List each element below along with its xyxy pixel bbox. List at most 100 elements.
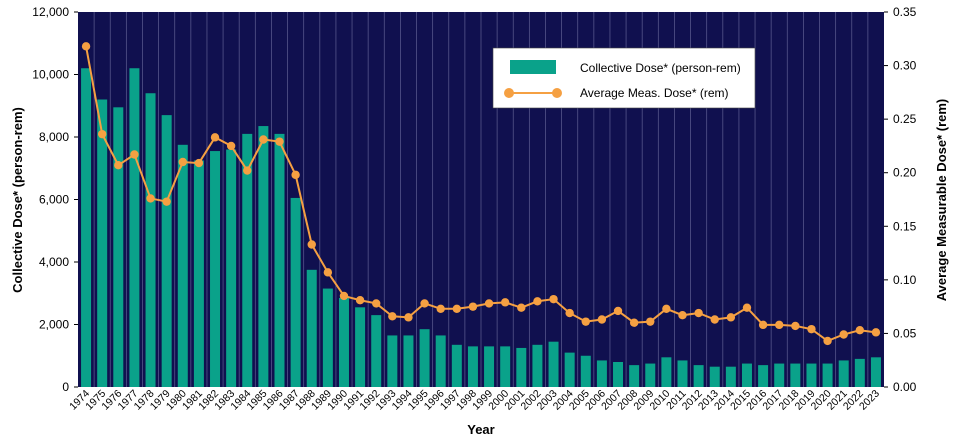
line-point	[758, 320, 768, 330]
bar	[193, 160, 204, 387]
bar	[274, 133, 285, 387]
right-tick-label: 0.20	[893, 166, 917, 180]
bar	[790, 363, 801, 387]
line-point	[791, 321, 800, 331]
bar	[709, 366, 720, 387]
bar	[81, 68, 92, 387]
bar	[677, 360, 688, 387]
line-point	[210, 133, 220, 142]
line-point	[871, 328, 881, 337]
left-axis-ticks: 0 2,000 4,000 6,000 8,000 10,000 12,000	[32, 5, 78, 394]
right-tick-label: 0.15	[893, 219, 917, 233]
bar	[322, 288, 333, 387]
line-point	[549, 294, 558, 304]
legend-label-collective-dose: Collective Dose* (person-rem)	[580, 61, 741, 75]
legend-marker-left	[504, 88, 514, 98]
bar	[838, 360, 849, 387]
bar	[725, 366, 736, 387]
line-point	[97, 129, 107, 139]
line-point	[114, 161, 123, 170]
bar	[97, 99, 108, 387]
x-axis-title: Year	[467, 422, 494, 437]
bar	[210, 151, 221, 387]
line-series	[81, 42, 881, 346]
left-tick-label: 0	[62, 380, 69, 394]
left-axis-title: Collective Dose* (person-rem)	[10, 107, 25, 293]
right-tick-label: 0.00	[893, 380, 917, 394]
bar	[500, 346, 511, 387]
line-point	[468, 302, 478, 311]
bar	[661, 357, 672, 387]
line-point	[194, 158, 204, 168]
x-axis-ticks: 1974197519761977197819791980198119821983…	[67, 388, 882, 413]
bar	[435, 335, 446, 387]
bar	[806, 363, 817, 387]
bar	[741, 363, 752, 387]
line-point	[694, 308, 703, 318]
right-tick-label: 0.25	[893, 112, 917, 126]
line-point	[307, 240, 316, 249]
bar	[516, 347, 527, 387]
bar	[629, 365, 640, 387]
bar	[226, 149, 237, 387]
line-point	[775, 320, 784, 330]
bar	[161, 115, 172, 387]
legend-label-average-dose: Average Meas. Dose* (rem)	[580, 86, 729, 100]
line-point	[839, 330, 848, 339]
line-point	[565, 308, 574, 318]
bar	[596, 360, 607, 387]
legend-bar-swatch	[510, 60, 556, 74]
bar	[467, 346, 478, 387]
legend-box	[492, 47, 756, 109]
line-point	[613, 306, 623, 316]
bar	[177, 144, 188, 387]
bar	[387, 335, 398, 387]
line-point	[533, 297, 542, 306]
bar	[113, 107, 124, 387]
line-point	[726, 313, 736, 322]
line-point	[243, 166, 252, 175]
line-point	[484, 299, 494, 308]
line-point	[646, 317, 655, 326]
line-point	[420, 299, 429, 308]
right-tick-label: 0.10	[893, 273, 917, 287]
bar	[484, 346, 495, 387]
line-point	[291, 170, 300, 180]
bar	[854, 358, 865, 387]
line-point	[404, 313, 413, 322]
line-point	[259, 135, 268, 144]
line-point	[855, 326, 865, 335]
line-point	[130, 150, 139, 159]
line-point	[388, 312, 397, 321]
line-point	[629, 318, 639, 327]
bar-series	[81, 68, 881, 387]
right-axis-title: Average Measurable Dose* (rem)	[934, 99, 949, 302]
line-point	[323, 268, 333, 277]
line-point	[355, 296, 365, 305]
line-point	[452, 304, 462, 313]
line-point	[662, 304, 671, 313]
line-point	[146, 194, 155, 203]
line-point	[678, 311, 687, 320]
bar	[532, 344, 543, 387]
legend-marker-right	[552, 88, 562, 98]
line-point	[178, 157, 187, 167]
bar	[870, 357, 881, 387]
line-point	[807, 324, 816, 334]
bar	[451, 344, 462, 387]
bar	[403, 335, 414, 387]
bar	[419, 329, 430, 387]
line-point	[275, 137, 284, 146]
left-tick-label: 2,000	[39, 318, 69, 332]
bar	[306, 269, 317, 387]
bar	[242, 133, 253, 387]
bar	[645, 363, 656, 387]
line-point	[581, 317, 590, 326]
right-tick-label: 0.35	[893, 5, 917, 19]
bar	[290, 197, 301, 387]
line-point	[517, 303, 526, 312]
line-point	[500, 298, 510, 307]
line-point	[339, 291, 349, 301]
bar	[129, 68, 140, 387]
bar	[693, 365, 704, 387]
